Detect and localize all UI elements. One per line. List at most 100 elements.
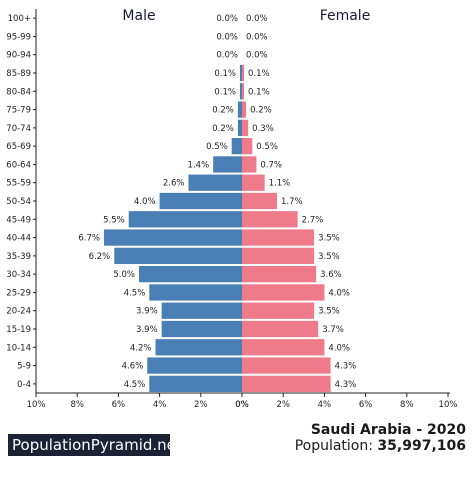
female-bar [242,138,253,155]
male-bar [149,375,242,392]
x-tick-label-right: 0% [235,400,249,410]
male-value-label: 0.1% [214,87,236,97]
x-tick-label-left: 10% [27,400,46,410]
female-bar [242,64,245,82]
female-heading: Female [320,8,371,24]
male-bar [239,83,242,100]
female-bar [242,156,257,173]
male-value-label: 0.1% [214,69,236,79]
female-bar [242,83,245,100]
male-bar [213,156,242,173]
female-value-label: 1.7% [281,197,303,207]
population-total: Population: 35,997,106 [295,438,466,454]
female-value-label: 0.3% [252,124,274,134]
male-value-label: 4.5% [124,288,146,298]
x-tick-label-left: 2% [194,400,208,410]
female-value-label: 0.1% [248,69,270,79]
male-value-label: 1.4% [188,160,210,170]
female-bar [242,339,325,356]
male-bar [114,247,242,264]
age-label: 55-59 [6,179,31,189]
female-value-label: 3.6% [320,270,342,280]
male-value-label: 0.0% [216,14,238,24]
age-label: 60-64 [6,160,31,170]
male-value-label: 4.6% [122,362,144,372]
female-value-label: 0.0% [246,51,268,61]
male-bar [155,339,242,356]
male-value-label: 0.2% [212,106,234,116]
male-value-label: 2.6% [163,179,185,189]
male-bar [128,211,242,228]
female-value-label: 3.5% [318,234,340,244]
female-value-label: 4.3% [335,362,357,372]
age-label: 5-9 [17,362,31,372]
population-label: Population: [294,438,378,454]
x-tick-label-left: 4% [153,400,167,410]
female-value-label: 0.0% [246,14,268,24]
age-label: 0-4 [17,380,31,390]
male-bar [239,64,242,82]
female-value-label: 0.0% [246,32,268,42]
female-value-label: 2.7% [302,215,324,225]
female-bar [242,320,319,338]
male-value-label: 3.9% [136,307,158,317]
x-tick-label-right: 4% [318,400,332,410]
x-tick-label-right: 8% [400,400,414,410]
male-value-label: 4.0% [134,197,156,207]
male-bar [231,138,242,155]
age-label: 45-49 [6,215,31,225]
male-value-label: 5.5% [103,215,125,225]
male-value-label: 0.2% [212,124,234,134]
male-value-label: 6.2% [89,252,111,262]
age-label: 10-14 [6,343,31,353]
age-label: 15-19 [6,325,31,335]
female-bar [242,375,331,392]
brand-logo[interactable]: PopulationPyramid.net [8,434,182,456]
x-tick-label-left: 8% [70,400,84,410]
male-value-label: 6.7% [78,234,100,244]
female-value-label: 4.0% [328,343,350,353]
female-bar [242,247,315,264]
population-value: 35,997,106 [377,438,466,454]
female-bar [242,357,331,374]
age-label: 70-74 [6,124,31,134]
female-bar [242,174,265,191]
chart-title: Saudi Arabia - 2020 [310,422,466,438]
age-label: 40-44 [6,234,31,244]
age-label: 95-99 [6,32,31,42]
age-label: 65-69 [6,142,31,152]
female-value-label: 4.3% [335,380,357,390]
age-label: 30-34 [6,270,31,280]
age-label: 85-89 [6,69,31,79]
male-bar [147,357,242,374]
x-tick-label-right: 6% [359,400,373,410]
male-value-label: 0.5% [206,142,228,152]
male-value-label: 4.2% [130,343,152,353]
male-heading: Male [122,8,155,24]
female-value-label: 1.1% [269,179,291,189]
age-label: 100+ [8,14,31,24]
male-value-label: 0.0% [216,51,238,61]
male-bar [161,320,242,338]
female-bar [242,211,298,228]
male-bar [188,174,242,191]
x-tick-label-right: 2% [276,400,290,410]
age-label: 75-79 [6,106,31,116]
male-bar [103,229,242,246]
female-value-label: 4.0% [328,288,350,298]
female-bar [242,229,315,246]
male-bar [161,302,242,319]
male-value-label: 3.9% [136,325,158,335]
female-value-label: 0.2% [250,106,272,116]
age-label: 35-39 [6,252,31,262]
male-bar [237,101,242,118]
female-value-label: 3.5% [318,307,340,317]
male-value-label: 0.0% [216,32,238,42]
age-label: 80-84 [6,87,31,97]
female-bar [242,192,278,210]
female-value-label: 3.5% [318,252,340,262]
x-tick-label-right: 10% [439,400,458,410]
x-tick-label-left: 6% [112,400,126,410]
female-bar [242,302,315,319]
female-value-label: 0.7% [260,160,282,170]
